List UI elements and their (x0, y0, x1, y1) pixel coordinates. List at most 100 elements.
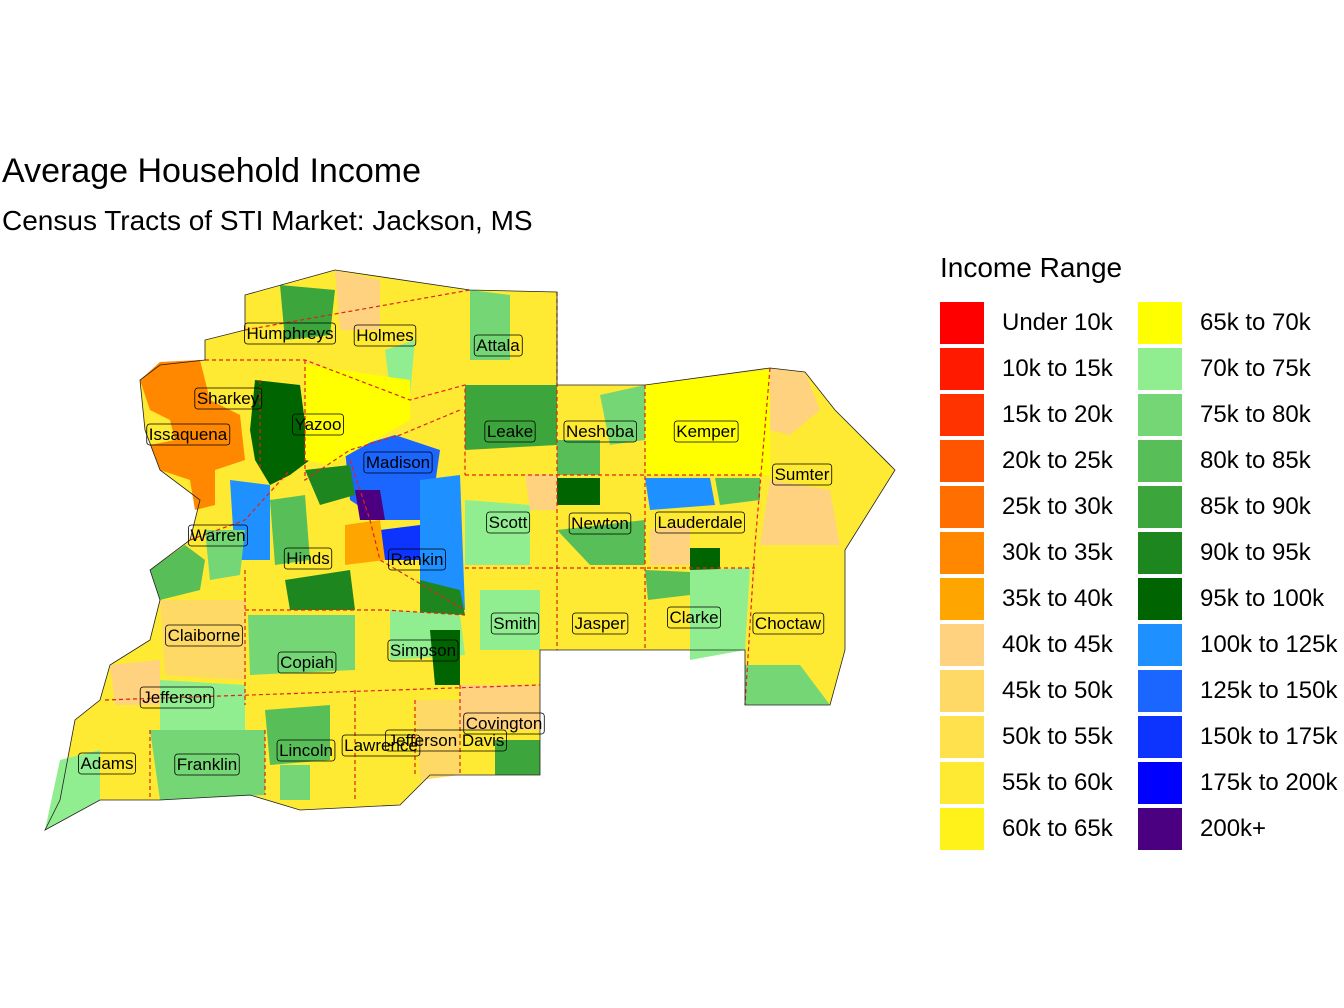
tract-attala (470, 290, 510, 360)
county-label: Jasper (572, 612, 629, 635)
tract-yazoo-west (250, 380, 310, 485)
county-label-box (473, 334, 523, 357)
tract-lauderdale-green (715, 478, 760, 505)
county-border-10 (104, 684, 541, 701)
county-border-16 (304, 360, 461, 482)
county-label-box (385, 729, 507, 752)
tract-copiah-green (248, 615, 355, 675)
county-label: Adams (78, 752, 136, 775)
legend-swatch (940, 716, 984, 758)
county-label: Newton (568, 512, 632, 535)
county-label: Simpson (387, 639, 459, 662)
legend-swatch (940, 808, 984, 850)
legend-item: 55k to 60k (940, 760, 1113, 806)
county-label-text: Neshoba (566, 422, 635, 441)
county-label-text: Franklin (177, 755, 237, 774)
legend-label: 50k to 55k (1002, 723, 1113, 750)
legend-label: 175k to 200k (1200, 769, 1338, 796)
map-title: Average Household Income (2, 152, 421, 190)
legend-swatch (1138, 302, 1182, 344)
county-label: Jefferson Davis (385, 729, 507, 752)
tract-kemper-yellow (645, 370, 770, 475)
legend-item: 15k to 20k (940, 392, 1113, 438)
county-label-box (244, 322, 336, 345)
county-label: Hinds (283, 547, 333, 570)
tract-scott-green (465, 500, 530, 565)
county-label-box (572, 612, 629, 635)
county-label: Jefferson (139, 686, 215, 709)
county-label-box (486, 511, 531, 534)
tract-jefferson-green (160, 680, 245, 730)
legend-item: 40k to 45k (940, 622, 1113, 668)
county-label-box (283, 547, 333, 570)
county-label-text: Warren (190, 526, 245, 545)
tract-rankin-dkgreen (420, 580, 465, 615)
tract-scott-tan (525, 475, 557, 510)
county-border-17 (349, 459, 466, 611)
county-border-2 (205, 359, 466, 475)
county-label: Covington (463, 712, 545, 735)
legend-title: Income Range (940, 252, 1123, 283)
county-label-text: Lauderdale (657, 513, 742, 532)
tract-jackson-center (345, 520, 385, 565)
county-label-text: Newton (571, 514, 629, 533)
county-label-text: Choctaw (755, 614, 822, 633)
tract-clarke-green2 (645, 570, 690, 600)
tract-madison-purple (355, 490, 385, 520)
tract-leake (465, 385, 557, 450)
tract-jefferson-tan (110, 660, 160, 705)
county-label-text: Lincoln (279, 741, 333, 760)
county-label-box (363, 451, 433, 474)
tract-jeffdavis-tan (415, 700, 460, 780)
tract-issaquena (140, 360, 245, 510)
legend: Under 10k 10k to 15k 15k to 20k 20k to 25k 2… (940, 300, 1344, 852)
market-outline (44, 269, 896, 831)
county-label-text: Leake (487, 422, 533, 441)
tract-madison-green (305, 465, 355, 505)
county-label: Lawrence (341, 734, 421, 757)
county-label-text: Lawrence (344, 736, 418, 755)
county-label-text: Jefferson Davis (388, 731, 505, 750)
legend-label: 25k to 30k (1002, 493, 1113, 520)
county-label-box (655, 511, 745, 534)
legend-item: 10k to 15k (940, 346, 1113, 392)
county-border-18 (189, 469, 291, 541)
tract-warren-green (150, 545, 205, 600)
county-label-box (194, 387, 263, 410)
legend-swatch (940, 486, 984, 528)
county-label-text: Jasper (574, 614, 625, 633)
legend-swatch (940, 348, 984, 390)
legend-label: 70k to 75k (1200, 355, 1311, 382)
county-label-text: Madison (366, 453, 430, 472)
county-label-text: Issaquena (149, 425, 228, 444)
county-label-box (277, 651, 337, 674)
legend-label: 200k+ (1200, 815, 1267, 842)
legend-swatch (1138, 486, 1182, 528)
legend-item: 90k to 95k (1138, 530, 1311, 576)
county-label-box (353, 324, 417, 347)
county-label-box (276, 739, 336, 762)
legend-swatch (1138, 762, 1182, 804)
county-label-text: Yazoo (295, 415, 342, 434)
tract-holmes-tan (335, 270, 380, 330)
legend-label: 35k to 40k (1002, 585, 1113, 612)
legend-swatch (940, 302, 984, 344)
county-label-text: Copiah (280, 653, 334, 672)
county-label: Issaquena (146, 423, 231, 446)
legend-swatch (940, 624, 984, 666)
legend-label: 30k to 35k (1002, 539, 1113, 566)
tract-neshoba-a (600, 385, 645, 445)
legend-label: 100k to 125k (1200, 631, 1338, 658)
legend-swatch (940, 394, 984, 436)
legend-label: 65k to 70k (1200, 309, 1311, 336)
county-label-text: Hinds (286, 549, 329, 568)
legend-label: 150k to 175k (1200, 723, 1338, 750)
tract-hinds-dkgreen (285, 570, 355, 610)
tract-covington-tan (460, 685, 540, 730)
county-labels: Humphreys Holmes Attala Sharkey Issaquena Yaz… (78, 322, 833, 776)
tract-adams-green (45, 750, 100, 830)
county-label: Franklin (174, 753, 240, 776)
tract-sumter-tan (770, 368, 820, 435)
county-label: Lincoln (276, 739, 336, 762)
